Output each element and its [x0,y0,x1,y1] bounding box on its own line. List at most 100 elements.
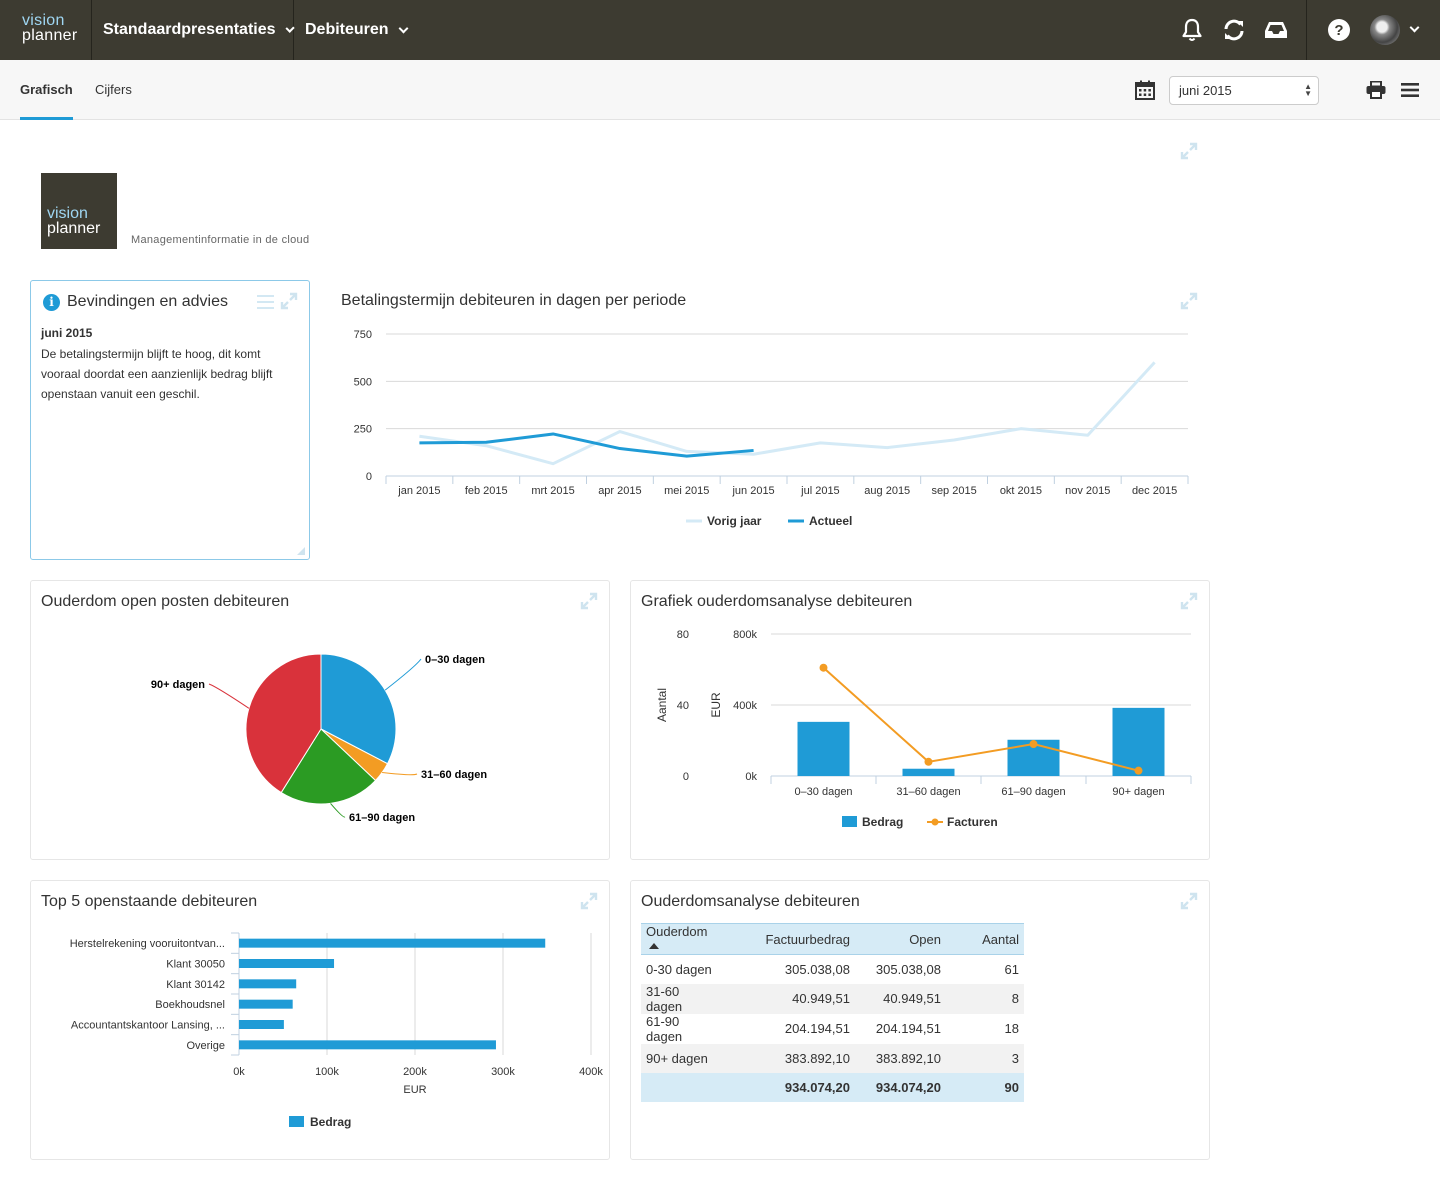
table-cell: 305.038,08 [875,961,941,977]
info-icon: i [43,293,60,311]
x-tick-label: aug 2015 [864,485,910,497]
combo-chart: 0 0k 40 400k 80 800k Aantal EUR 0–30 dagen 31–60 … [655,629,1192,829]
table-cell: 934.074,20 [855,1072,946,1102]
x-tick-label: jul 2015 [800,485,840,497]
x-tick-label: apr 2015 [598,485,641,497]
combo-chart-title: Grafiek ouderdomsanalyse debiteuren [641,593,913,610]
expand-icon[interactable] [579,591,599,611]
hamburger-menu-icon[interactable] [1398,78,1422,102]
pie-slice [280,728,377,805]
table-cell: 305.038,08 [784,961,850,977]
point-facturen [924,757,933,766]
x-tick-label: 90+ dagen [1112,786,1164,798]
advies-header: i Bevindingen en advies [43,293,228,311]
pie-slice [245,653,322,794]
tab-grafisch[interactable]: Grafisch [20,60,73,120]
pie-chart-title: Ouderdom open posten debiteuren [41,593,290,610]
y-left-tick-label: 0 [683,771,689,783]
table-row: 61-90 dagen 204.194,51 204.194,51 18 [641,1014,1024,1044]
x-tick-label: okt 2015 [1000,485,1042,497]
series-line-actueel [419,432,754,458]
col-factuurbedrag-header[interactable]: Factuurbedrag [723,923,855,955]
bar-bedrag [239,938,546,948]
x-tick-label: 400k [579,1066,603,1078]
expand-icon[interactable] [279,291,299,311]
table-header-row: Ouderdom Factuurbedrag Open Aantal [641,923,1024,955]
expand-icon[interactable] [1179,291,1199,311]
table-row: 90+ dagen 383.892,10 383.892,10 3 [641,1043,1024,1073]
pie-label-connector [382,772,418,776]
y-tick-label: Klant 30050 [166,959,225,971]
sort-asc-icon [649,943,659,949]
table-row: 31-60 dagen 40.949,51 40.949,51 8 [641,983,1024,1014]
expand-icon[interactable] [579,891,599,911]
avatar[interactable] [1370,15,1400,45]
legend-label: Vorig jaar [707,514,762,528]
col-aantal-header[interactable]: Aantal [946,923,1024,955]
resize-handle-icon[interactable] [297,547,305,555]
inbox-icon[interactable] [1261,15,1291,45]
expand-icon[interactable] [1179,891,1199,911]
y-tick-label: 0 [366,471,372,483]
list-menu-icon[interactable] [257,295,274,309]
standaardpresentaties-menu[interactable]: Standaardpresentaties [92,0,295,60]
legend-label: Actueel [809,514,852,528]
table-cell: 204.194,51 [875,1021,941,1036]
x-tick-label: mrt 2015 [531,485,574,497]
chevron-down-icon [398,23,409,33]
table-cell: 3 [946,1043,1024,1073]
y-tick-label: 750 [354,329,372,341]
y-tick-label: Klant 30142 [166,979,225,991]
bell-icon[interactable] [1177,15,1207,45]
y-tick-label: Overige [186,1040,225,1052]
brand-logo-line-planner: planner [47,220,101,237]
x-tick-label: 61–90 dagen [1001,786,1065,798]
combo-panel: Grafiek ouderdomsanalyse debiteuren 0 0k 4… [630,580,1210,860]
period-value: juni 2015 [1179,83,1232,98]
app-logo[interactable]: vision planner [0,0,92,60]
table-cell: 61 [1004,961,1019,977]
x-tick-label: dec 2015 [1132,485,1177,497]
col-ouderdom-header[interactable]: Ouderdom [641,923,723,955]
col-open-header[interactable]: Open [855,923,946,955]
debiteuren-menu[interactable]: Debiteuren [294,0,414,60]
y-left-tick-label: 40 [677,700,689,712]
legend-swatch [842,816,857,827]
standaardpresentaties-label: Standaardpresentaties [103,21,276,38]
bar-bedrag [239,1020,284,1029]
pie-chart: 0–30 dagen 31–60 dagen 61–90 dagen 90+ dage… [151,653,487,824]
table-cell: 383.892,10 [855,1043,946,1073]
table-cell: 934.074,20 [723,1072,855,1102]
help-icon[interactable]: ? [1324,15,1354,45]
calendar-icon[interactable] [1133,78,1157,102]
top5-chart-title: Top 5 openstaande debiteuren [41,893,258,910]
bar-bedrag [239,999,293,1009]
table-cell: 40.949,51 [855,983,946,1014]
y-left-tick-label: 80 [677,629,689,641]
y-tick-label: 500 [354,376,372,388]
expand-icon[interactable] [1179,141,1199,161]
chevron-down-icon[interactable] [1409,22,1420,33]
x-tick-label: 0–30 dagen [794,786,852,798]
y-right-tick-label: 800k [733,629,757,641]
y-tick-label: 250 [354,424,372,436]
table-cell: 31-60 dagen [641,983,723,1014]
x-tick-label: nov 2015 [1065,485,1110,497]
pie-slice-label: 61–90 dagen [349,812,415,824]
x-tick-label: feb 2015 [465,485,508,497]
table-cell: 90+ dagen [641,1043,723,1073]
print-icon[interactable] [1364,78,1388,102]
tab-cijfers[interactable]: Cijfers [95,82,132,97]
x-tick-label: jan 2015 [397,485,440,497]
period-select[interactable]: juni 2015 ▲ ▼ [1169,76,1319,105]
advies-panel: i Bevindingen en advies juni 2015 De bet… [30,280,310,560]
table-cell: 40.949,51 [723,983,855,1014]
advies-date: juni 2015 [41,326,93,340]
refresh-icon[interactable] [1219,15,1249,45]
advies-text: De betalingstermijn blijft te hoog, dit … [41,347,273,401]
bar-bedrag [239,959,335,968]
debiteuren-label: Debiteuren [305,21,389,38]
bar-bedrag [797,721,850,776]
expand-icon[interactable] [1179,591,1199,611]
legend-swatch [289,1116,304,1127]
